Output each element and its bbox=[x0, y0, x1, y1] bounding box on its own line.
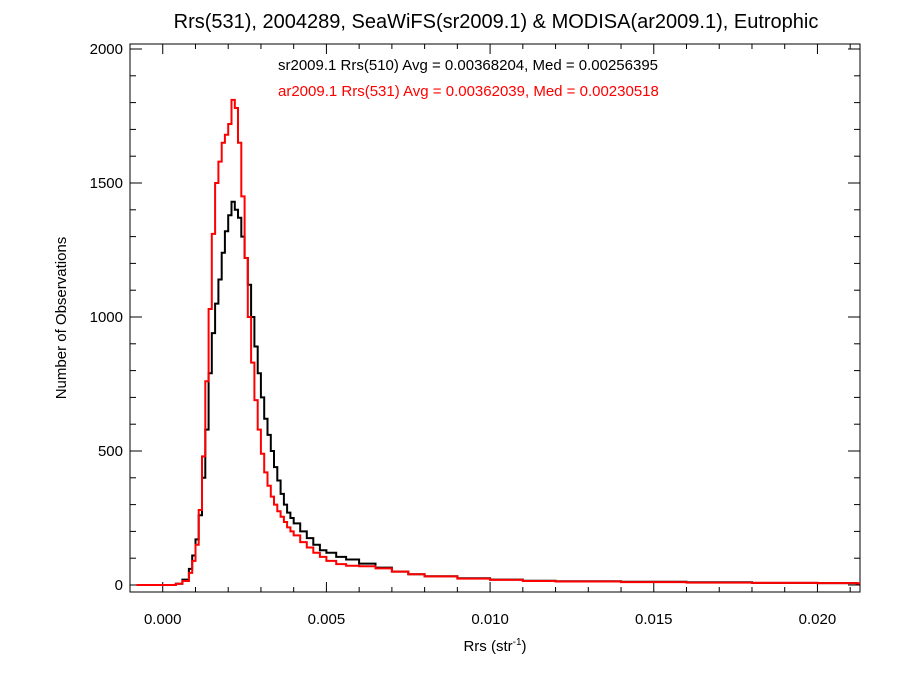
y-axis-label: Number of Observations bbox=[53, 237, 70, 400]
y-tick-label: 0 bbox=[115, 577, 123, 594]
legend: sr2009.1 Rrs(510) Avg = 0.00368204, Med … bbox=[278, 57, 659, 100]
x-tick-label: 0.005 bbox=[308, 611, 346, 628]
series-sr2009-line bbox=[136, 200, 860, 586]
axis-tick-labels: 0.000 0.005 0.010 0.015 0.020 0 500 1000 1500 200… bbox=[90, 41, 837, 628]
y-tick-label: 1500 bbox=[90, 175, 123, 192]
x-tick-label: 0.015 bbox=[635, 611, 673, 628]
x-tick-label: 0.000 bbox=[144, 611, 182, 628]
x-tick-label: 0.020 bbox=[799, 611, 837, 628]
y-tick-label: 2000 bbox=[90, 41, 123, 58]
chart-title: Rrs(531), 2004289, SeaWiFS(sr2009.1) & M… bbox=[174, 11, 819, 33]
legend-entry-ar2009: ar2009.1 Rrs(531) Avg = 0.00362039, Med … bbox=[278, 83, 659, 100]
series-ar2009-line bbox=[136, 98, 860, 586]
legend-entry-sr2009: sr2009.1 Rrs(510) Avg = 0.00368204, Med … bbox=[278, 57, 658, 74]
plot-frame bbox=[129, 43, 861, 593]
axis-ticks bbox=[129, 44, 860, 592]
x-tick-label: 0.010 bbox=[471, 611, 509, 628]
y-tick-label: 500 bbox=[98, 443, 123, 460]
x-axis-label: Rrs (str-1) bbox=[463, 637, 526, 655]
y-tick-label: 1000 bbox=[90, 309, 123, 326]
data-series bbox=[136, 98, 860, 586]
